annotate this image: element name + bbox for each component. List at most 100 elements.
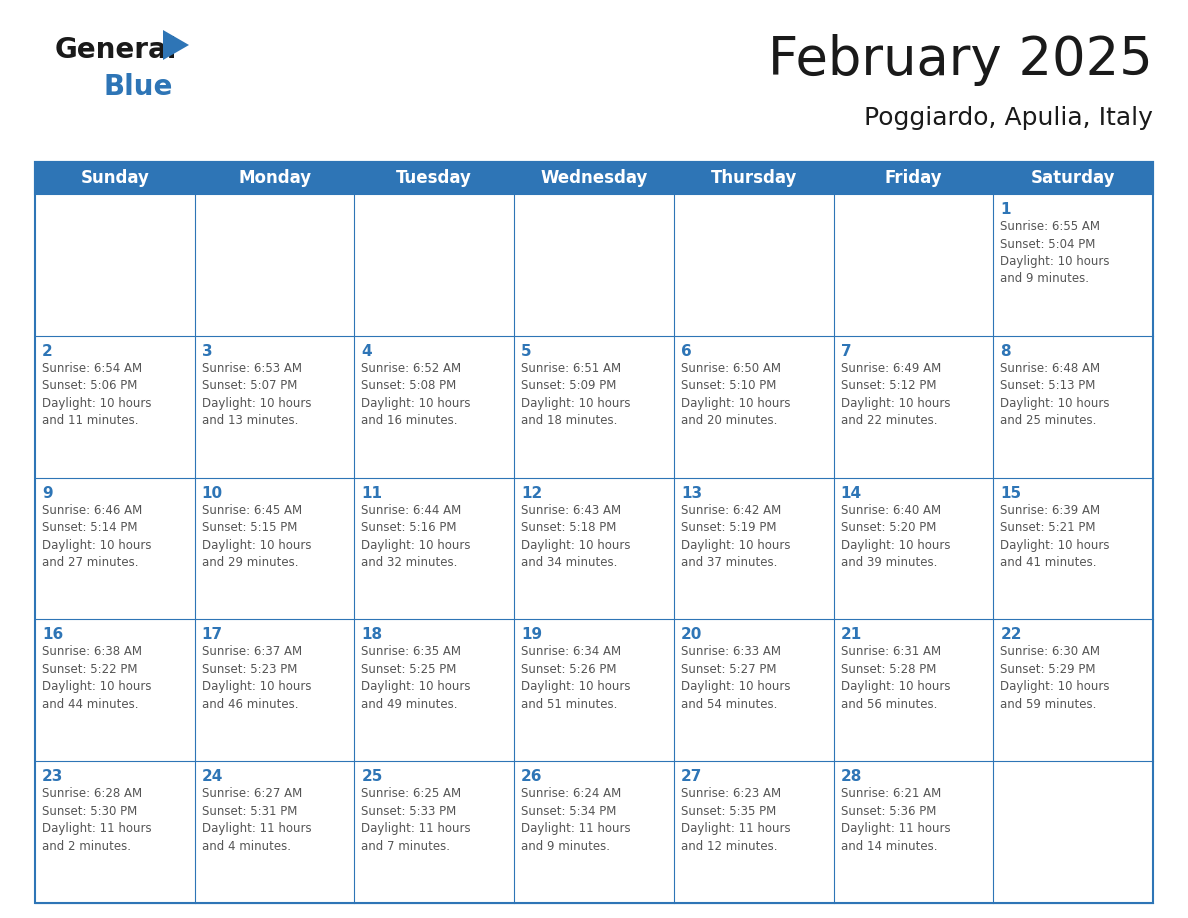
Bar [993,761,1154,903]
Text: Wednesday: Wednesday [541,169,647,187]
Bar [195,620,354,761]
Bar [354,336,514,477]
Bar [514,620,674,761]
Bar [834,194,993,336]
Text: Sunrise: 6:30 AM
Sunset: 5:29 PM
Daylight: 10 hours
and 59 minutes.: Sunrise: 6:30 AM Sunset: 5:29 PM Dayligh… [1000,645,1110,711]
Text: 4: 4 [361,344,372,359]
Text: Sunrise: 6:50 AM
Sunset: 5:10 PM
Daylight: 10 hours
and 20 minutes.: Sunrise: 6:50 AM Sunset: 5:10 PM Dayligh… [681,362,790,427]
Text: Sunrise: 6:44 AM
Sunset: 5:16 PM
Daylight: 10 hours
and 32 minutes.: Sunrise: 6:44 AM Sunset: 5:16 PM Dayligh… [361,504,470,569]
Text: 1: 1 [1000,202,1011,217]
Text: Sunrise: 6:23 AM
Sunset: 5:35 PM
Daylight: 11 hours
and 12 minutes.: Sunrise: 6:23 AM Sunset: 5:35 PM Dayligh… [681,788,790,853]
Bar [674,194,834,336]
Bar [354,477,514,620]
Bar [34,162,195,194]
Text: Sunrise: 6:53 AM
Sunset: 5:07 PM
Daylight: 10 hours
and 13 minutes.: Sunrise: 6:53 AM Sunset: 5:07 PM Dayligh… [202,362,311,427]
Bar [834,761,993,903]
Text: Blue: Blue [103,73,172,101]
Text: 5: 5 [522,344,532,359]
Text: Sunrise: 6:54 AM
Sunset: 5:06 PM
Daylight: 10 hours
and 11 minutes.: Sunrise: 6:54 AM Sunset: 5:06 PM Dayligh… [42,362,152,427]
Text: 28: 28 [841,769,862,784]
Bar [834,620,993,761]
Text: 8: 8 [1000,344,1011,359]
Text: 11: 11 [361,486,383,500]
Text: Sunrise: 6:40 AM
Sunset: 5:20 PM
Daylight: 10 hours
and 39 minutes.: Sunrise: 6:40 AM Sunset: 5:20 PM Dayligh… [841,504,950,569]
Bar [34,162,1154,194]
Text: 27: 27 [681,769,702,784]
Bar [34,761,195,903]
Polygon shape [163,30,189,60]
Text: Sunrise: 6:48 AM
Sunset: 5:13 PM
Daylight: 10 hours
and 25 minutes.: Sunrise: 6:48 AM Sunset: 5:13 PM Dayligh… [1000,362,1110,427]
Text: Sunrise: 6:27 AM
Sunset: 5:31 PM
Daylight: 11 hours
and 4 minutes.: Sunrise: 6:27 AM Sunset: 5:31 PM Dayligh… [202,788,311,853]
Bar [834,162,993,194]
Text: Sunrise: 6:31 AM
Sunset: 5:28 PM
Daylight: 10 hours
and 56 minutes.: Sunrise: 6:31 AM Sunset: 5:28 PM Dayligh… [841,645,950,711]
Text: 18: 18 [361,627,383,643]
Bar [354,194,514,336]
Text: February 2025: February 2025 [769,34,1154,86]
Bar [514,162,674,194]
Text: 14: 14 [841,486,861,500]
Bar [514,761,674,903]
Text: Sunrise: 6:35 AM
Sunset: 5:25 PM
Daylight: 10 hours
and 49 minutes.: Sunrise: 6:35 AM Sunset: 5:25 PM Dayligh… [361,645,470,711]
Bar [993,194,1154,336]
Text: General: General [55,36,177,64]
Text: Sunrise: 6:24 AM
Sunset: 5:34 PM
Daylight: 11 hours
and 9 minutes.: Sunrise: 6:24 AM Sunset: 5:34 PM Dayligh… [522,788,631,853]
Bar [34,162,1154,903]
Bar [993,620,1154,761]
Bar [993,477,1154,620]
Bar [993,162,1154,194]
Bar [834,336,993,477]
Text: Thursday: Thursday [710,169,797,187]
Text: 6: 6 [681,344,691,359]
Text: 2: 2 [42,344,52,359]
Bar [195,194,354,336]
Bar [34,477,195,620]
Text: 7: 7 [841,344,851,359]
Text: 22: 22 [1000,627,1022,643]
Text: 12: 12 [522,486,543,500]
Bar [34,194,195,336]
Bar [195,761,354,903]
Text: Sunrise: 6:45 AM
Sunset: 5:15 PM
Daylight: 10 hours
and 29 minutes.: Sunrise: 6:45 AM Sunset: 5:15 PM Dayligh… [202,504,311,569]
Text: 9: 9 [42,486,52,500]
Text: Sunrise: 6:38 AM
Sunset: 5:22 PM
Daylight: 10 hours
and 44 minutes.: Sunrise: 6:38 AM Sunset: 5:22 PM Dayligh… [42,645,152,711]
Bar [34,336,195,477]
Text: 15: 15 [1000,486,1022,500]
Text: Sunday: Sunday [81,169,150,187]
Text: Poggiardo, Apulia, Italy: Poggiardo, Apulia, Italy [864,106,1154,130]
Text: Sunrise: 6:51 AM
Sunset: 5:09 PM
Daylight: 10 hours
and 18 minutes.: Sunrise: 6:51 AM Sunset: 5:09 PM Dayligh… [522,362,631,427]
Text: 25: 25 [361,769,383,784]
Text: Sunrise: 6:21 AM
Sunset: 5:36 PM
Daylight: 11 hours
and 14 minutes.: Sunrise: 6:21 AM Sunset: 5:36 PM Dayligh… [841,788,950,853]
Bar [514,336,674,477]
Text: Sunrise: 6:46 AM
Sunset: 5:14 PM
Daylight: 10 hours
and 27 minutes.: Sunrise: 6:46 AM Sunset: 5:14 PM Dayligh… [42,504,152,569]
Bar [195,162,354,194]
Bar [514,194,674,336]
Text: 24: 24 [202,769,223,784]
Text: Sunrise: 6:33 AM
Sunset: 5:27 PM
Daylight: 10 hours
and 54 minutes.: Sunrise: 6:33 AM Sunset: 5:27 PM Dayligh… [681,645,790,711]
Bar [674,162,834,194]
Text: 3: 3 [202,344,213,359]
Text: Sunrise: 6:42 AM
Sunset: 5:19 PM
Daylight: 10 hours
and 37 minutes.: Sunrise: 6:42 AM Sunset: 5:19 PM Dayligh… [681,504,790,569]
Text: Sunrise: 6:37 AM
Sunset: 5:23 PM
Daylight: 10 hours
and 46 minutes.: Sunrise: 6:37 AM Sunset: 5:23 PM Dayligh… [202,645,311,711]
Bar [674,620,834,761]
Text: Sunrise: 6:52 AM
Sunset: 5:08 PM
Daylight: 10 hours
and 16 minutes.: Sunrise: 6:52 AM Sunset: 5:08 PM Dayligh… [361,362,470,427]
Text: Sunrise: 6:25 AM
Sunset: 5:33 PM
Daylight: 11 hours
and 7 minutes.: Sunrise: 6:25 AM Sunset: 5:33 PM Dayligh… [361,788,472,853]
Bar [674,477,834,620]
Bar [674,336,834,477]
Text: Monday: Monday [238,169,311,187]
Text: Sunrise: 6:55 AM
Sunset: 5:04 PM
Daylight: 10 hours
and 9 minutes.: Sunrise: 6:55 AM Sunset: 5:04 PM Dayligh… [1000,220,1110,285]
Text: Sunrise: 6:28 AM
Sunset: 5:30 PM
Daylight: 11 hours
and 2 minutes.: Sunrise: 6:28 AM Sunset: 5:30 PM Dayligh… [42,788,152,853]
Text: 26: 26 [522,769,543,784]
Text: 10: 10 [202,486,223,500]
Text: 23: 23 [42,769,63,784]
Bar [354,162,514,194]
Text: 20: 20 [681,627,702,643]
Bar [834,477,993,620]
Text: Friday: Friday [885,169,942,187]
Bar [674,761,834,903]
Text: Sunrise: 6:43 AM
Sunset: 5:18 PM
Daylight: 10 hours
and 34 minutes.: Sunrise: 6:43 AM Sunset: 5:18 PM Dayligh… [522,504,631,569]
Bar [993,336,1154,477]
Text: Sunrise: 6:34 AM
Sunset: 5:26 PM
Daylight: 10 hours
and 51 minutes.: Sunrise: 6:34 AM Sunset: 5:26 PM Dayligh… [522,645,631,711]
Bar [195,477,354,620]
Text: 21: 21 [841,627,861,643]
Bar [354,620,514,761]
